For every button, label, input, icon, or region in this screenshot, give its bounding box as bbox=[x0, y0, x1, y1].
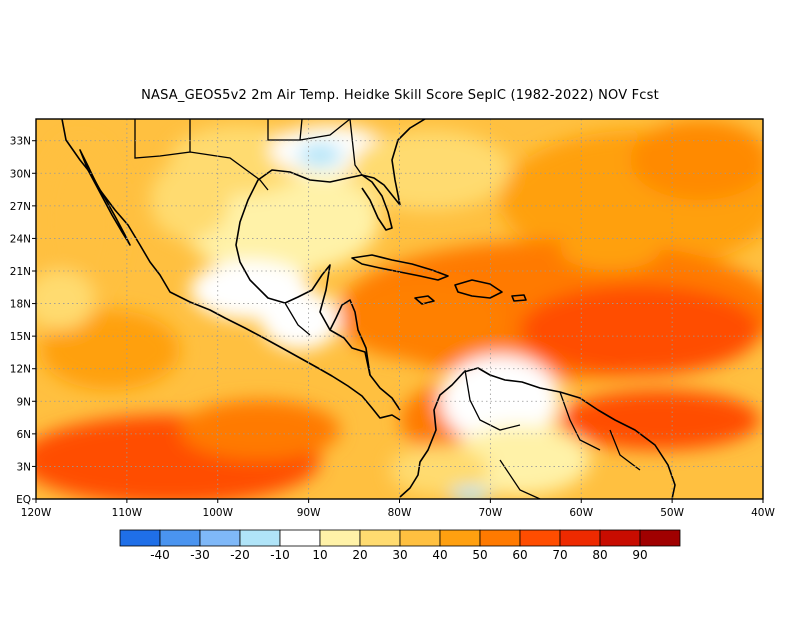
colorbar-swatch bbox=[599, 529, 641, 547]
lon-tick-label: 120W bbox=[21, 507, 52, 519]
map-grid bbox=[36, 119, 763, 499]
lon-tick-label: 70W bbox=[479, 507, 503, 519]
colorbar-label: 30 bbox=[392, 548, 407, 562]
lat-tick-label: 18N bbox=[10, 299, 31, 311]
longitude-axis: 120W 110W 100W 90W 80W 70W 60W 50W 40W bbox=[21, 499, 775, 519]
colorbar-swatch bbox=[559, 529, 601, 547]
colorbar-label: 20 bbox=[352, 548, 367, 562]
colorbar-swatch bbox=[319, 529, 361, 547]
colorbar-label: 50 bbox=[472, 548, 487, 562]
latitude-axis: 33N 30N 27N 24N 21N 18N 15N 12N 9N 6N 3N EQ bbox=[10, 136, 36, 506]
colorbar-label: -30 bbox=[190, 548, 210, 562]
lon-tick-label: 100W bbox=[203, 507, 234, 519]
colorbar-swatch bbox=[119, 529, 161, 547]
lon-tick-label: 90W bbox=[297, 507, 321, 519]
colorbar-label: 90 bbox=[632, 548, 647, 562]
colorbar-label: 10 bbox=[312, 548, 327, 562]
lat-tick-label: 9N bbox=[16, 396, 31, 408]
colorbar-label: 40 bbox=[432, 548, 447, 562]
lat-tick-label: 27N bbox=[10, 201, 31, 213]
lat-tick-label: 33N bbox=[10, 136, 31, 148]
colorbar-swatch bbox=[199, 529, 241, 547]
lat-tick-label: 6N bbox=[16, 429, 31, 441]
lat-tick-label: EQ bbox=[16, 494, 31, 506]
colorbar-swatch bbox=[399, 529, 441, 547]
colorbar-label: 70 bbox=[552, 548, 567, 562]
lon-tick-label: 110W bbox=[112, 507, 143, 519]
skill-field bbox=[36, 120, 763, 499]
colorbar-swatch bbox=[239, 529, 281, 547]
map-title: NASA_GEOS5v2 2m Air Temp. Heidke Skill S… bbox=[141, 88, 659, 103]
lat-tick-label: 12N bbox=[10, 364, 31, 376]
colorbar-swatch bbox=[439, 529, 481, 547]
colorbar-swatch bbox=[479, 529, 521, 547]
lon-tick-label: 50W bbox=[660, 507, 684, 519]
lat-tick-label: 15N bbox=[10, 331, 31, 343]
colorbar-label: -20 bbox=[230, 548, 250, 562]
lat-tick-label: 30N bbox=[10, 168, 31, 180]
colorbar-swatch bbox=[359, 529, 401, 547]
colorbar-swatch bbox=[639, 529, 681, 547]
colorbar-swatch bbox=[159, 529, 201, 547]
colorbar-label: 60 bbox=[512, 548, 527, 562]
colorbar-label: -10 bbox=[270, 548, 290, 562]
colorbar-swatch bbox=[279, 529, 321, 547]
colorbar-label: -40 bbox=[150, 548, 170, 562]
colorbar: -40 -30 -20 -10 10 20 30 40 50 60 70 80 90 bbox=[119, 529, 681, 562]
colorbar-label: 80 bbox=[592, 548, 607, 562]
colorbar-swatch bbox=[519, 529, 561, 547]
lat-tick-label: 3N bbox=[16, 461, 31, 473]
lon-tick-label: 60W bbox=[569, 507, 593, 519]
lat-tick-label: 24N bbox=[10, 233, 31, 245]
lon-tick-label: 40W bbox=[751, 507, 775, 519]
lon-tick-label: 80W bbox=[388, 507, 412, 519]
lat-tick-label: 21N bbox=[10, 266, 31, 278]
